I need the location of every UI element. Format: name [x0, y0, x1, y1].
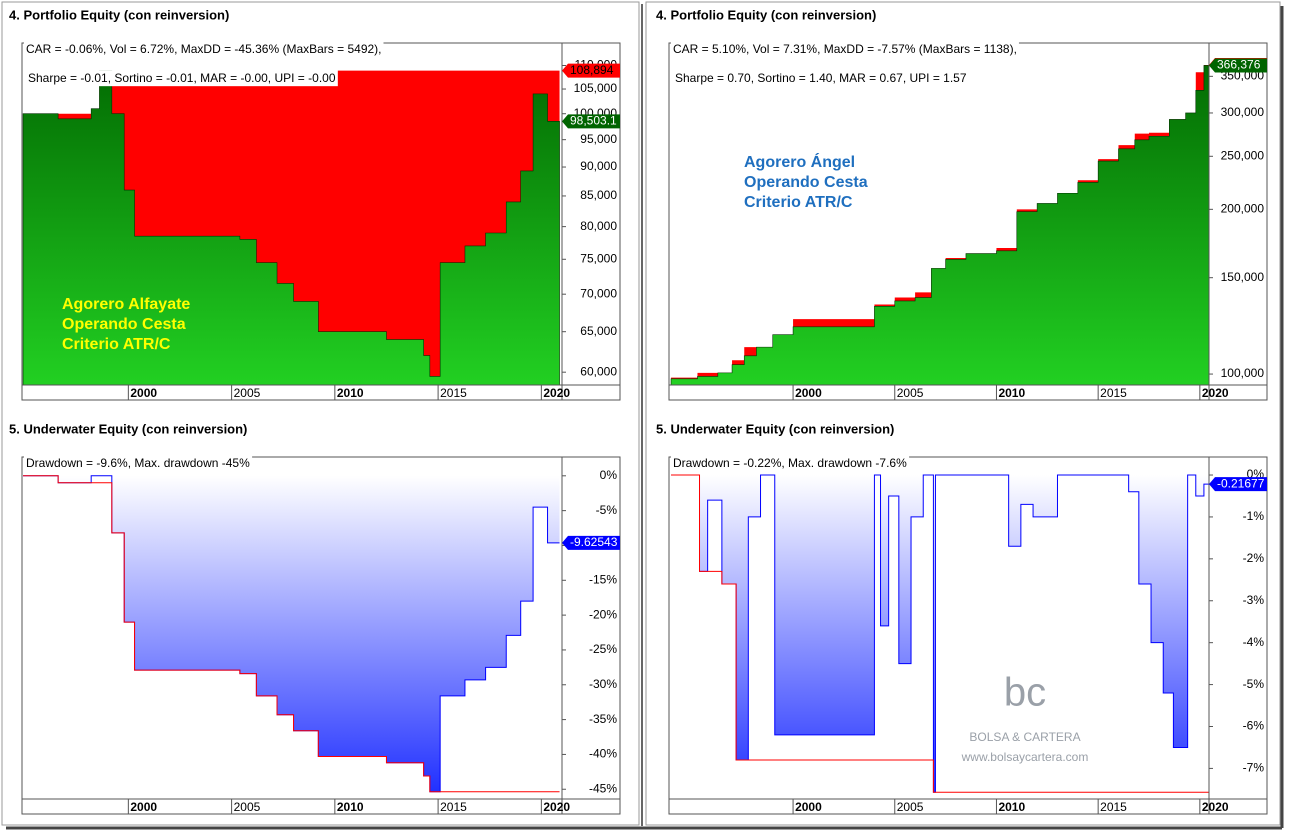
watermark: BOLSA & CARTERA — [969, 730, 1080, 744]
stats-text: Drawdown = -0.22%, Max. drawdown -7.6% — [673, 456, 907, 470]
stats-bg — [671, 455, 910, 472]
annotation: Agorero Alfayate — [62, 296, 190, 313]
y-tick-label: 80,000 — [580, 219, 617, 233]
x-tick-label: 2010 — [337, 386, 364, 400]
stats-text: Sharpe = 0.70, Sortino = 1.40, MAR = 0.6… — [675, 71, 967, 85]
x-tick-label: 2020 — [543, 386, 570, 400]
value-tag — [1209, 58, 1267, 73]
panel-title: 4. Portfolio Equity (con reinversion) — [9, 7, 229, 22]
y-tick-label: -5% — [1243, 677, 1265, 691]
y-tick-label: -45% — [589, 781, 617, 795]
stats-bg — [673, 70, 969, 87]
max-drawdown-line — [671, 474, 1209, 793]
watermark: www.bolsaycartera.com — [961, 750, 1089, 764]
y-tick-label: -30% — [589, 677, 617, 691]
y-tick-label: -25% — [589, 642, 617, 656]
y-tick-label: 85,000 — [580, 188, 617, 202]
value-tag-label: 108,894 — [570, 63, 614, 77]
panel-title: 4. Portfolio Equity (con reinversion) — [656, 7, 876, 22]
x-tick-label: 2000 — [130, 800, 157, 814]
y-tick-label: 65,000 — [580, 324, 617, 338]
y-tick-label: 95,000 — [580, 132, 617, 146]
y-tick-label: -3% — [1243, 593, 1265, 607]
plot — [670, 64, 1209, 385]
drawdown-line — [671, 474, 1209, 793]
value-tag-label: -9.62543 — [570, 535, 618, 549]
max-drawdown-line — [23, 475, 560, 793]
y-tick-label: -4% — [1243, 635, 1265, 649]
equity-area — [670, 65, 1209, 385]
y-tick-label: 150,000 — [1221, 270, 1265, 284]
y-tick-label: -6% — [1243, 719, 1265, 733]
x-tick-label: 2005 — [234, 386, 261, 400]
y-tick-label: 75,000 — [580, 251, 617, 265]
y-tick-label: -7% — [1243, 761, 1265, 775]
x-tick-label: 2010 — [998, 386, 1025, 400]
value-tag — [562, 535, 620, 550]
x-tick-label: 2010 — [337, 800, 364, 814]
watermark: bc — [1004, 671, 1046, 715]
plot — [22, 70, 560, 385]
x-tick-label: 2005 — [897, 800, 924, 814]
stats-text: CAR = 5.10%, Vol = 7.31%, MaxDD = -7.57%… — [673, 42, 1017, 56]
x-tick-label: 2000 — [795, 800, 822, 814]
y-tick-label: 200,000 — [1221, 202, 1265, 216]
x-tick-label: 2015 — [440, 386, 467, 400]
plot — [23, 475, 560, 793]
stats-text: CAR = -0.06%, Vol = 6.72%, MaxDD = -45.3… — [26, 42, 382, 56]
value-tag-label: 98,503.1 — [570, 114, 617, 128]
y-tick-label: -20% — [589, 607, 617, 621]
panel-title: 5. Underwater Equity (con reinversion) — [656, 421, 894, 436]
y-tick-label: 0% — [600, 468, 618, 482]
equity-area — [22, 70, 560, 385]
annotation: Agorero Ángel — [744, 152, 855, 171]
y-tick-label: 105,000 — [574, 81, 618, 95]
value-tag — [1209, 477, 1267, 492]
x-tick-label: 2015 — [1100, 386, 1127, 400]
x-tick-label: 2015 — [440, 800, 467, 814]
value-tag-label: 366,376 — [1217, 58, 1261, 72]
x-tick-label: 2020 — [543, 800, 570, 814]
y-tick-label: 250,000 — [1221, 148, 1265, 162]
stats-text: Sharpe = -0.01, Sortino = -0.01, MAR = -… — [28, 71, 336, 85]
annotation: Criterio ATR/C — [744, 194, 853, 211]
y-tick-label: 90,000 — [580, 159, 617, 173]
y-tick-label: 60,000 — [580, 364, 617, 378]
stats-bg — [671, 41, 1019, 58]
stats-text: Drawdown = -9.6%, Max. drawdown -45% — [26, 456, 250, 470]
y-tick-label: -2% — [1243, 551, 1265, 565]
x-tick-label: 2000 — [795, 386, 822, 400]
annotation: Operando Cesta — [62, 316, 186, 333]
annotation: Criterio ATR/C — [62, 336, 171, 353]
y-tick-label: 300,000 — [1221, 105, 1265, 119]
x-tick-label: 2010 — [998, 800, 1025, 814]
value-tag — [562, 63, 620, 78]
annotation: Operando Cesta — [744, 174, 868, 191]
y-tick-label: -40% — [589, 747, 617, 761]
drawdown-area — [23, 475, 560, 792]
stats-bg — [24, 455, 253, 472]
value-tag-label: -0.21677 — [1217, 476, 1265, 490]
x-tick-label: 2015 — [1100, 800, 1127, 814]
y-tick-label: -35% — [589, 712, 617, 726]
stats-bg — [24, 41, 384, 58]
y-tick-label: 100,000 — [1221, 366, 1265, 380]
stats-bg — [26, 70, 338, 87]
y-tick-label: -5% — [596, 503, 618, 517]
x-tick-label: 2005 — [897, 386, 924, 400]
y-tick-label: -1% — [1243, 509, 1265, 523]
x-tick-label: 2005 — [234, 800, 261, 814]
y-tick-label: -15% — [589, 572, 617, 586]
drawdown-area — [671, 475, 1209, 793]
y-tick-label: 70,000 — [580, 286, 617, 300]
plot — [671, 474, 1209, 793]
x-tick-label: 2020 — [1202, 386, 1229, 400]
x-tick-label: 2000 — [130, 386, 157, 400]
value-tag — [562, 114, 620, 129]
x-tick-label: 2020 — [1202, 800, 1229, 814]
panel-title: 5. Underwater Equity (con reinversion) — [9, 421, 247, 436]
